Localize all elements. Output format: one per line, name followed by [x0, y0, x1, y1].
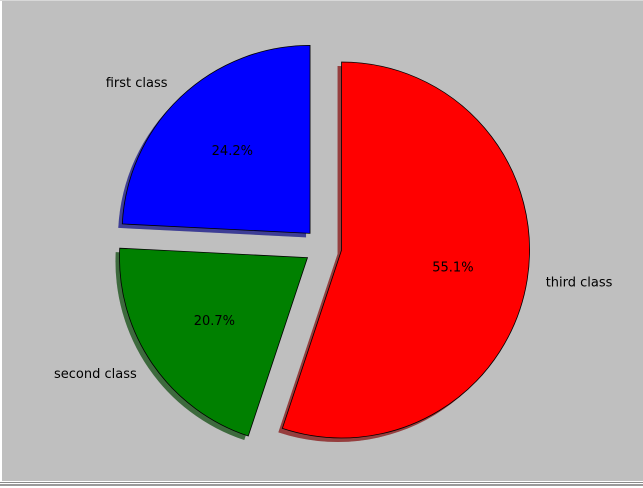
frame-bottom-border-2 [0, 484, 643, 486]
frame-top-border [0, 0, 643, 1]
frame-bottom-border [0, 482, 643, 483]
pie-slice-label-second-class: second class [54, 367, 137, 382]
pie-slice-label-first-class: first class [106, 76, 168, 91]
pie-slice-label-third-class: third class [546, 275, 613, 290]
pie-slice-third-class [281, 61, 530, 439]
pie-pct-label-first-class: 24.2% [212, 144, 253, 159]
pie-slice-second-class [119, 247, 309, 437]
pie-slice-first-class [121, 44, 311, 234]
pie-pct-label-third-class: 55.1% [432, 260, 473, 275]
pie-pct-label-second-class: 20.7% [194, 314, 235, 329]
